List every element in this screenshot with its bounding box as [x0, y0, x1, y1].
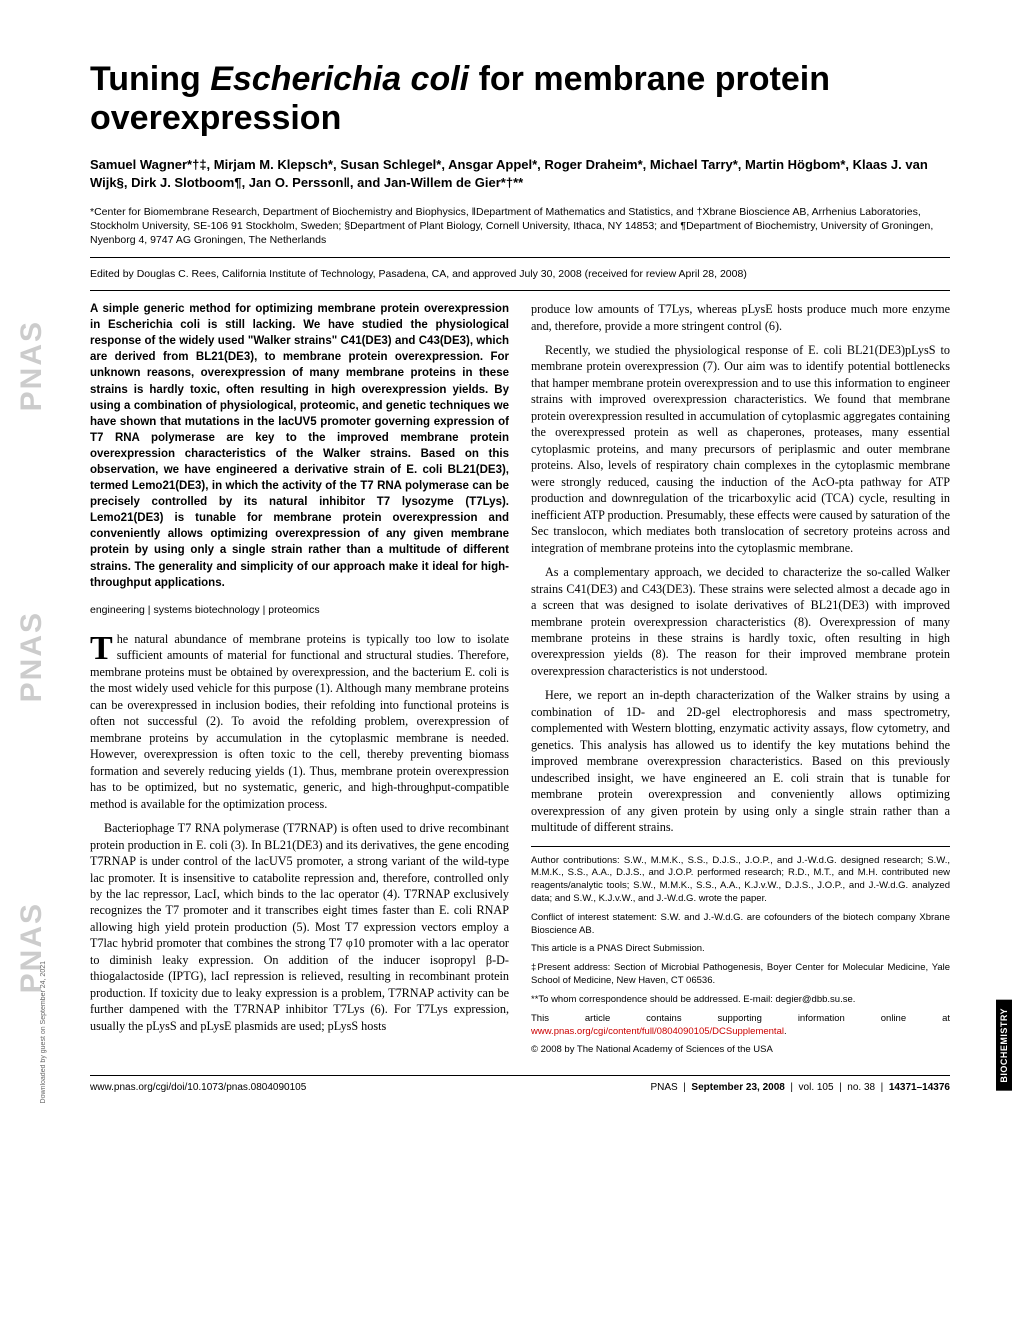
note-correspondence: **To whom correspondence should be addre…	[531, 994, 950, 1007]
si-post: .	[784, 1026, 787, 1037]
footer-left: www.pnas.org/cgi/doi/10.1073/pnas.080409…	[90, 1082, 306, 1093]
paragraph-6: Here, we report an in-depth characteriza…	[531, 687, 950, 835]
note-present-address: ‡Present address: Section of Microbial P…	[531, 962, 950, 988]
dropcap: T	[90, 631, 117, 662]
paragraph-3: produce low amounts of T7Lys, whereas pL…	[531, 301, 950, 334]
paragraph-2: Bacteriophage T7 RNA polymerase (T7RNAP)…	[90, 820, 509, 1034]
paragraph-5: As a complementary approach, we decided …	[531, 564, 950, 679]
note-submission: This article is a PNAS Direct Submission…	[531, 943, 950, 956]
author-notes: Author contributions: S.W., M.M.K., S.S.…	[531, 846, 950, 1058]
rule-top	[90, 257, 950, 258]
edited-by: Edited by Douglas C. Rees, California In…	[90, 268, 950, 280]
affiliations: *Center for Biomembrane Research, Depart…	[90, 205, 950, 248]
note-conflict: Conflict of interest statement: S.W. and…	[531, 912, 950, 938]
author-list: Samuel Wagner*†‡, Mirjam M. Klepsch*, Su…	[90, 156, 950, 192]
si-link[interactable]: www.pnas.org/cgi/content/full/0804090105…	[531, 1026, 784, 1037]
footer-right: PNAS | September 23, 2008 | vol. 105 | n…	[650, 1082, 950, 1093]
article-columns: A simple generic method for optimizing m…	[90, 301, 950, 1057]
paragraph-1: The natural abundance of membrane protei…	[90, 631, 509, 812]
si-pre: This article contains supporting informa…	[531, 1013, 950, 1024]
note-supporting-info: This article contains supporting informa…	[531, 1013, 950, 1039]
note-contributions: Author contributions: S.W., M.M.K., S.S.…	[531, 855, 950, 906]
p1-text: he natural abundance of membrane protein…	[90, 632, 509, 811]
footer-journal: PNAS	[650, 1082, 677, 1093]
footer-no: no. 38	[847, 1082, 875, 1093]
article-title: Tuning Escherichia coli for membrane pro…	[90, 60, 950, 138]
abstract: A simple generic method for optimizing m…	[90, 301, 509, 591]
paragraph-4: Recently, we studied the physiological r…	[531, 342, 950, 556]
note-copyright: © 2008 by The National Academy of Scienc…	[531, 1044, 950, 1057]
title-pre: Tuning	[90, 60, 210, 98]
keywords: engineering | systems biotechnology | pr…	[90, 603, 509, 617]
rule-mid	[90, 290, 950, 291]
page-content: Tuning Escherichia coli for membrane pro…	[0, 0, 1020, 1123]
footer-vol: vol. 105	[799, 1082, 834, 1093]
title-italic: Escherichia coli	[210, 60, 469, 98]
footer-date: September 23, 2008	[691, 1082, 784, 1093]
page-footer: www.pnas.org/cgi/doi/10.1073/pnas.080409…	[90, 1075, 950, 1093]
footer-pages: 14371–14376	[889, 1082, 950, 1093]
